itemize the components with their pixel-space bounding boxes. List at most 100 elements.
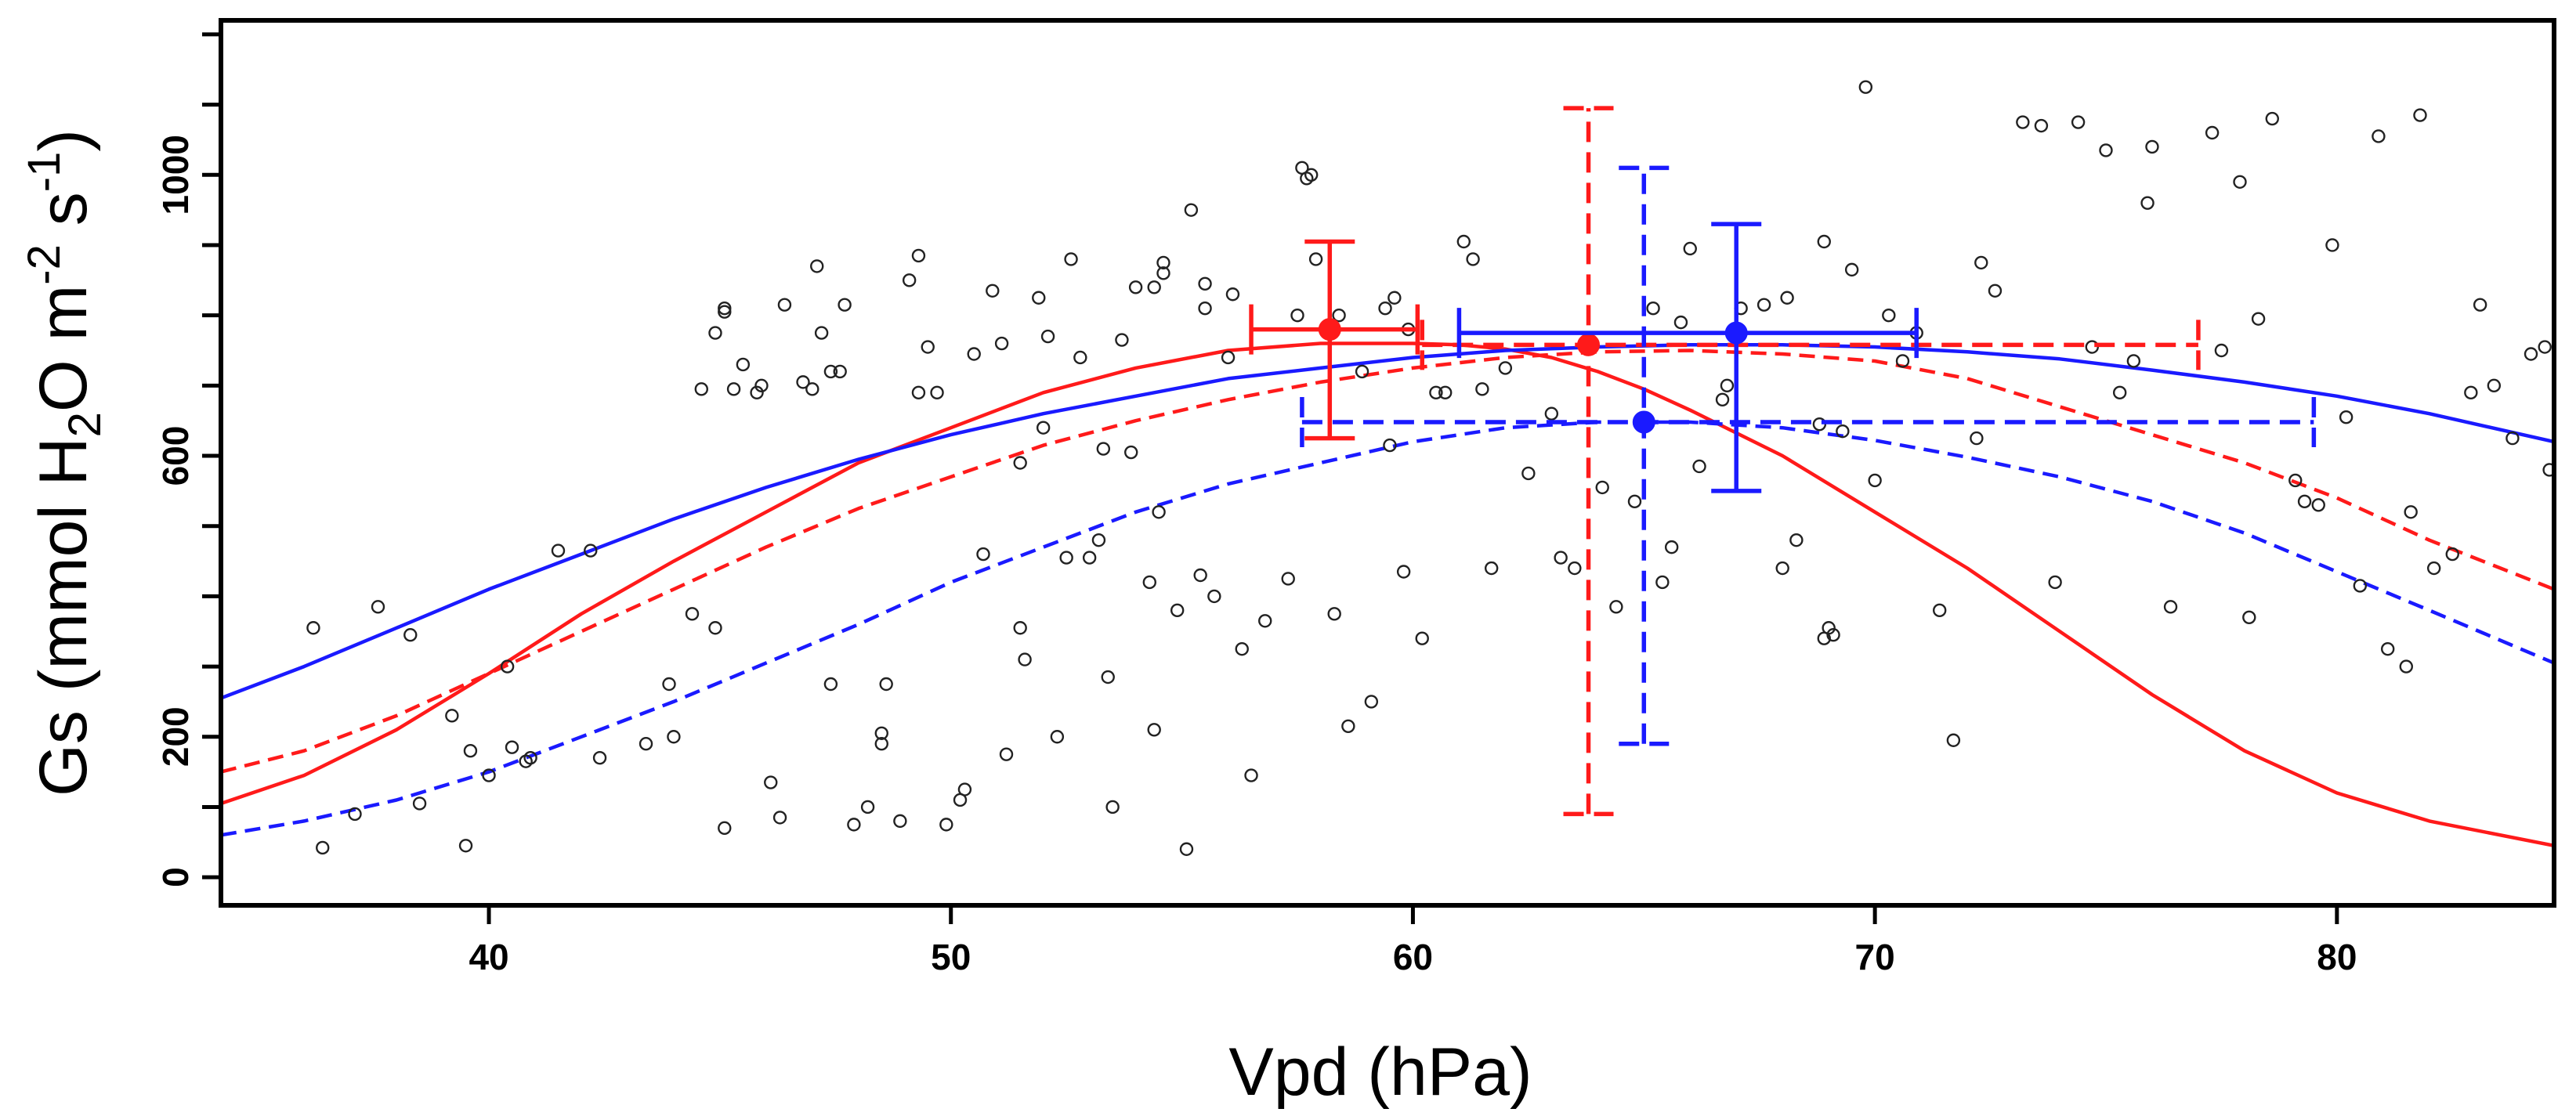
scatter-point [1364, 695, 1379, 709]
scatter-point [403, 628, 418, 642]
scatter-point [718, 301, 732, 316]
y-tick-label: 0 [155, 867, 196, 887]
scatter-point [1013, 456, 1027, 470]
scatter-points [306, 80, 2554, 856]
scatter-point [1327, 607, 1341, 621]
scatter-point [584, 544, 598, 558]
scatter-point [1568, 561, 1582, 576]
scatter-point [1082, 551, 1097, 565]
scatter-point [2404, 505, 2418, 519]
scatter-point [999, 747, 1014, 761]
errorbar-mean-point [1318, 318, 1341, 341]
errorbar-red-dashed-mean [1420, 106, 2201, 817]
scatter-point [1609, 600, 1623, 614]
scatter-point [708, 326, 722, 340]
scatter-point [2034, 118, 2049, 133]
scatter-point [1715, 392, 1730, 406]
scatter-point [911, 385, 926, 400]
scatter-point [1036, 421, 1051, 435]
scatter-point [1396, 565, 1411, 579]
scatter-point [2071, 115, 2086, 129]
scatter-point [1308, 252, 1323, 266]
scatter-point [2464, 385, 2478, 400]
scatter-point [874, 737, 888, 751]
scatter-point [1147, 280, 1161, 294]
scatter-point [994, 336, 1009, 351]
scatter-point [805, 382, 819, 396]
scatter-point [2538, 340, 2552, 354]
scatter-point [1475, 382, 1489, 396]
scatter-point [1544, 406, 1559, 421]
scatter-point [639, 737, 653, 751]
scatter-point [1152, 505, 1166, 519]
x-axis-title: Vpd (hPa) [1228, 1035, 1532, 1110]
scatter-point [2381, 641, 2395, 656]
scatter-point [754, 378, 769, 393]
scatter-point [1844, 262, 1859, 277]
scatter-point [764, 775, 778, 789]
scatter-point [1429, 385, 1443, 400]
scatter-point [1156, 266, 1170, 280]
scatter-point [2399, 659, 2413, 674]
scatter-point [592, 750, 607, 765]
scatter-point [1258, 614, 1272, 628]
scatter-point [823, 364, 838, 379]
scatter-point [306, 621, 320, 635]
scatter-point [1692, 459, 1706, 474]
scatter-point [1032, 291, 1046, 305]
scatter-point [874, 726, 888, 740]
scatter-point [1895, 354, 1910, 368]
scatter-point [772, 811, 787, 825]
errorbar-mean-point [1724, 321, 1748, 345]
scatter-point [1304, 168, 1319, 182]
scatter-point [2112, 385, 2127, 400]
scatter-point [1387, 291, 1402, 305]
errorbar-blue-dashed-mean [1300, 165, 2317, 746]
axes [202, 32, 2339, 924]
scatter-point [2048, 575, 2062, 590]
scatter-point [777, 298, 792, 312]
scatter-point [1128, 280, 1143, 294]
scatter-point [500, 659, 515, 674]
scatter-point [371, 600, 385, 614]
scatter-point [2126, 354, 2141, 368]
x-tick-label: 50 [931, 937, 971, 977]
scatter-point [1817, 234, 1831, 249]
errorbar-red-solid-mean [1249, 239, 1420, 441]
curve-blue-dashed [221, 420, 2554, 837]
scatter-point [2542, 463, 2554, 477]
scatter-point [1466, 252, 1480, 266]
scatter-point [2339, 410, 2353, 424]
scatter-point [1332, 308, 1346, 323]
plot-frame [219, 18, 2556, 908]
scatter-point [505, 740, 519, 754]
scatter-point [1290, 308, 1304, 323]
scatter-point [708, 621, 722, 635]
scatter-point [1156, 255, 1170, 270]
scatter-point [1836, 424, 1850, 439]
scatter-point [348, 807, 362, 822]
scatter-point [1383, 438, 1397, 453]
scatter-point [1193, 568, 1207, 583]
scatter-point [2372, 129, 2386, 143]
scatter-point [1355, 364, 1369, 379]
x-tick-label: 70 [1855, 937, 1895, 977]
scatter-point [1378, 301, 1392, 316]
scatter-point [2426, 561, 2441, 576]
scatter-point [1115, 333, 1129, 347]
scatter-point [1415, 631, 1429, 645]
tick-labels: 0 200 600 1000 40 50 60 70 80 [155, 135, 2357, 977]
scatter-point [718, 821, 732, 836]
scatter-point [463, 743, 478, 758]
scatter-point [976, 547, 990, 562]
scatter-point [1281, 572, 1295, 586]
scatter-point [1142, 575, 1157, 590]
scatter-point [2473, 298, 2487, 312]
scatter-point [1101, 670, 1115, 684]
y-tick-label: 200 [155, 706, 196, 767]
scatter-point [1780, 291, 1794, 305]
scatter-point [1664, 540, 1679, 554]
scatter-point [1040, 329, 1055, 344]
scatter-point [718, 305, 732, 319]
scatter-point [921, 340, 935, 354]
